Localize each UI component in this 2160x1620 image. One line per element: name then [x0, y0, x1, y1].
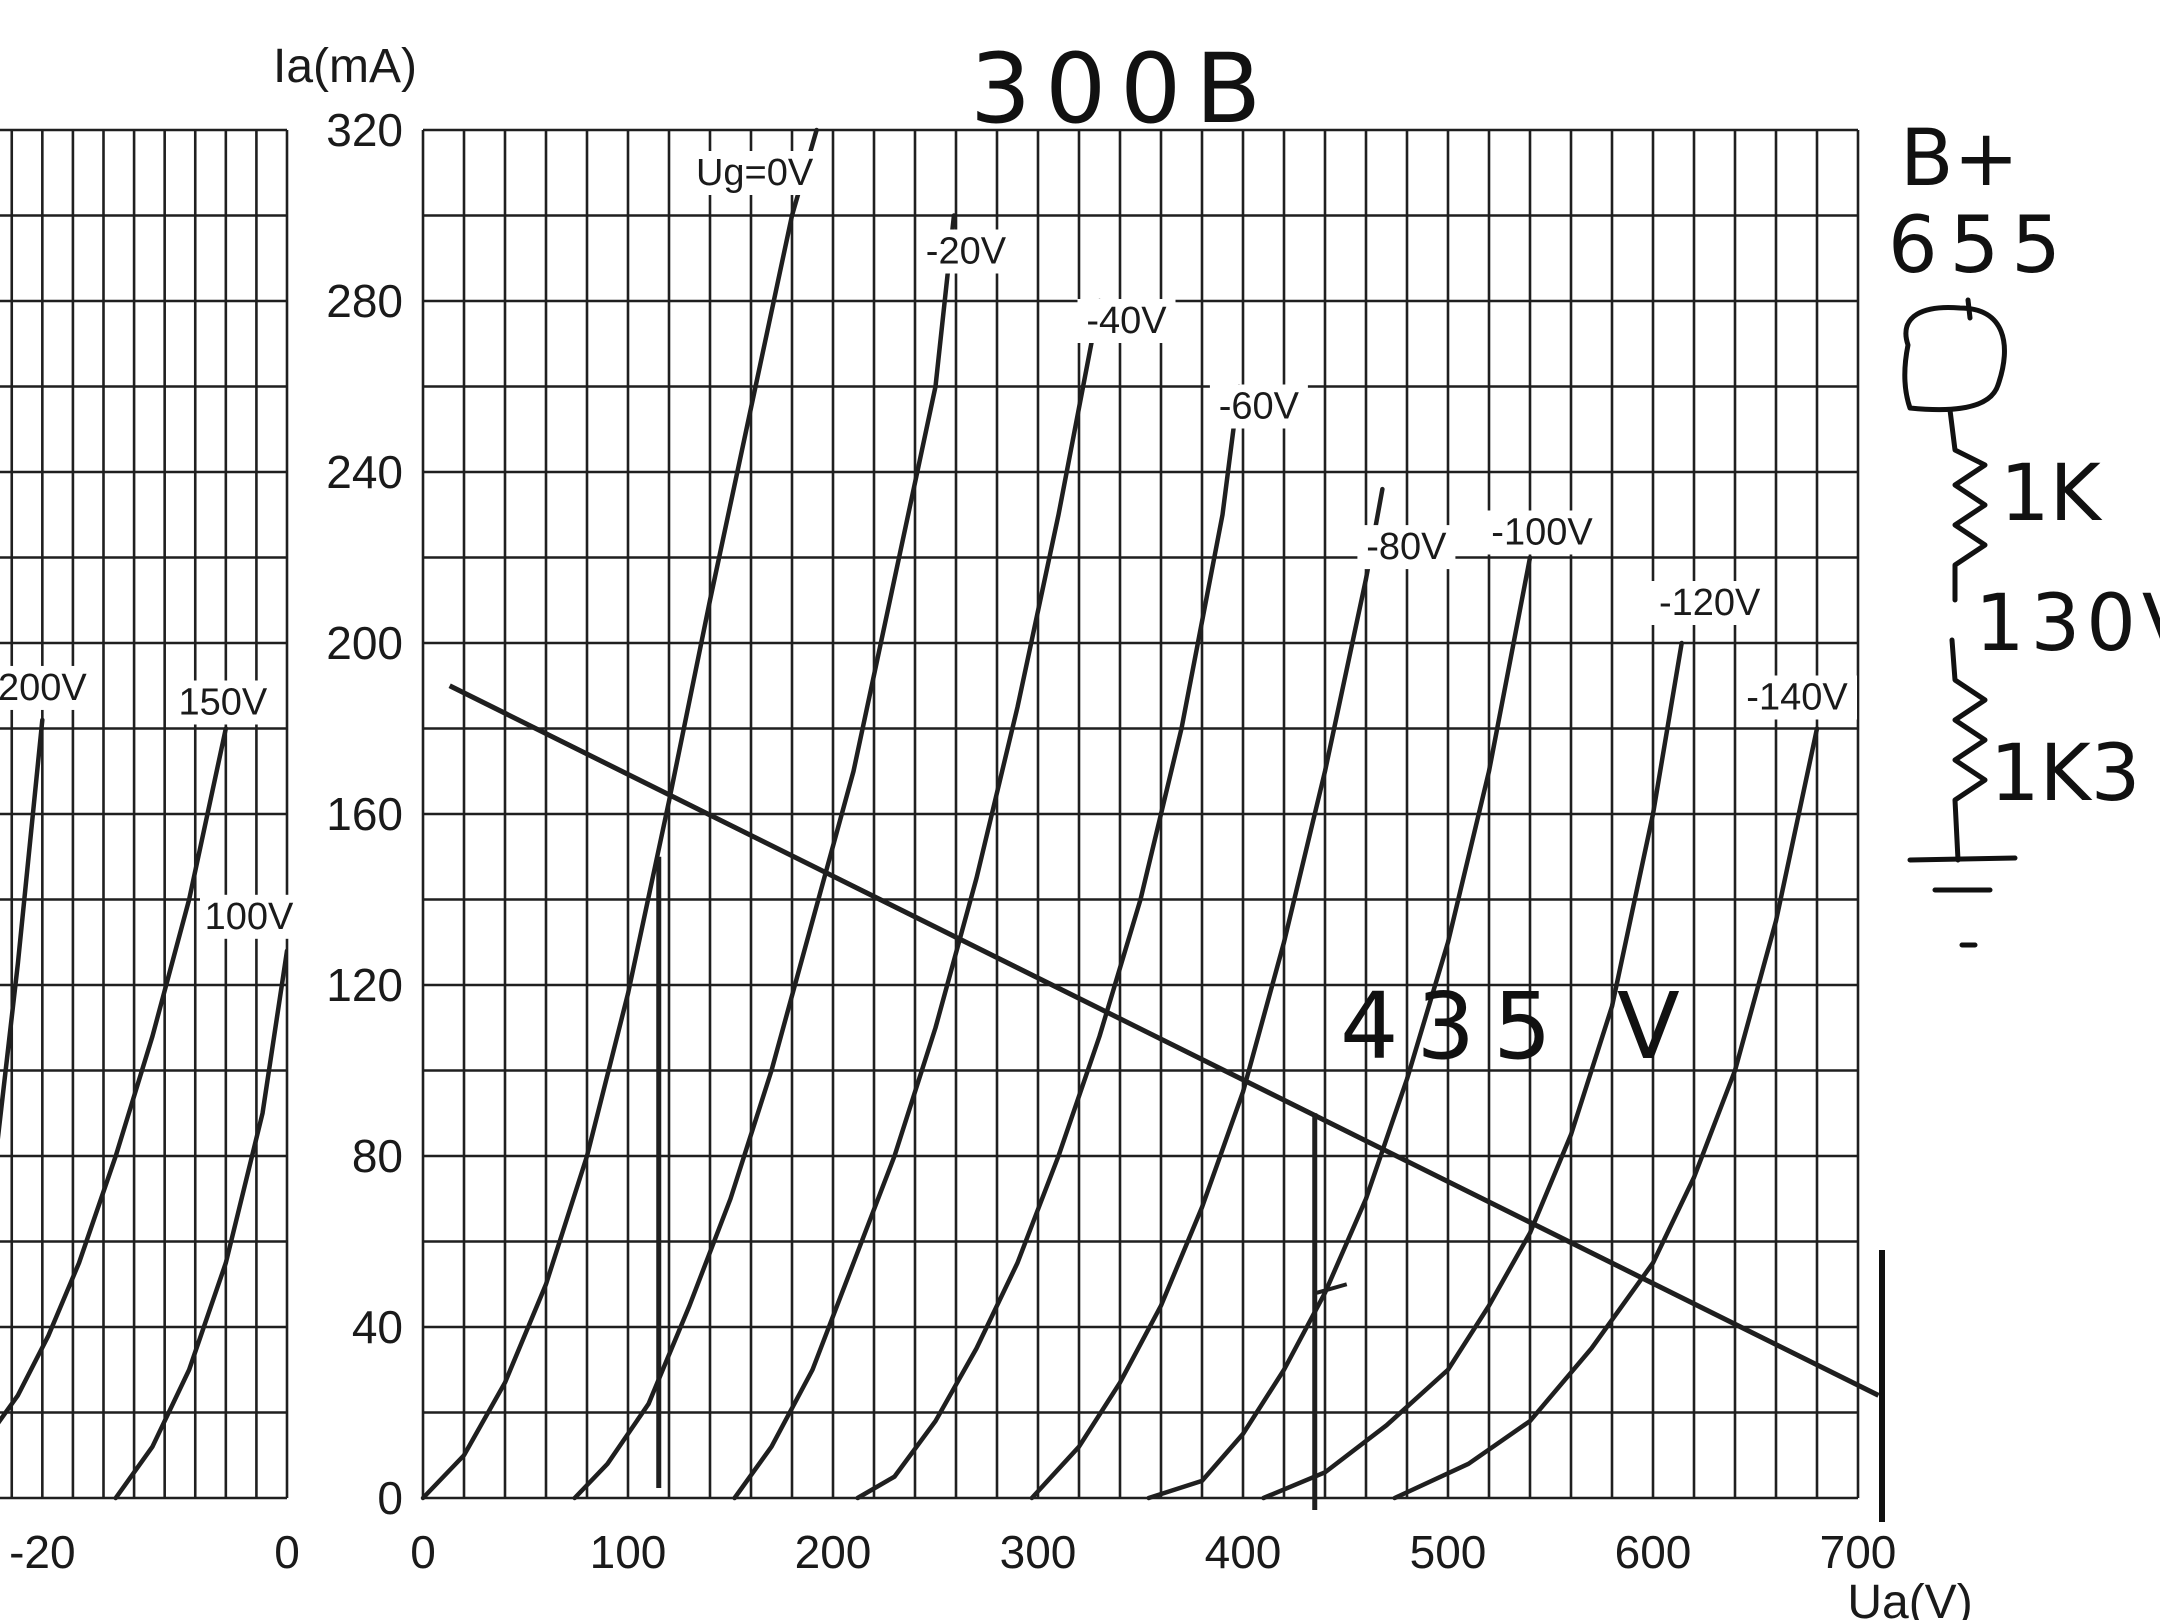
curve--20v	[572, 213, 957, 1501]
curve-label-background	[694, 151, 815, 195]
x-tick-label: -20	[9, 1526, 75, 1578]
main-panel: 0 100 200 300 400 500 600 700 0 40 80 120 160 200 240 2…	[326, 104, 1896, 1578]
curve-label-background	[1737, 675, 1857, 720]
main-panel-grid	[421, 128, 1860, 1500]
curve--140v	[1392, 726, 1820, 1501]
curve--40v	[732, 298, 1102, 1501]
main-panel-curves	[420, 127, 1820, 1501]
handwritten-resistor-1k: 1K	[2000, 449, 2103, 539]
y-tick-label: 200	[326, 617, 403, 669]
curve-150v	[0, 726, 229, 1425]
curve-label-background	[200, 894, 298, 939]
y-tick-label: 160	[326, 788, 403, 840]
y-tick-label: 320	[326, 104, 403, 156]
y-tick-label: 40	[352, 1301, 403, 1353]
left-panel: -2000V200V150V100V	[0, 128, 300, 1578]
curve-label-background	[916, 229, 1015, 274]
curve--80v	[1029, 486, 1385, 1501]
left-panel-grid	[0, 128, 289, 1500]
handwritten-resistor-1k3: 1K3	[1990, 729, 2140, 819]
load-line	[448, 683, 1880, 1398]
curve--100v	[1146, 555, 1533, 1501]
left-panel-x-tick-labels: -20 0	[9, 1526, 300, 1578]
curve--60v	[855, 384, 1242, 1501]
x-tick-label: 500	[1410, 1526, 1487, 1578]
x-tick-label: 100	[590, 1526, 667, 1578]
ground-symbol	[1907, 855, 2018, 948]
curve--120v	[1261, 640, 1684, 1501]
y-tick-label: 280	[326, 275, 403, 327]
resistor-1k3-symbol	[1949, 637, 1988, 863]
curve-label: 200V	[0, 667, 87, 709]
main-panel-y-tick-labels: 0 40 80 120 160 200 240 280 320	[326, 104, 403, 1524]
x-tick-label: 700	[1820, 1526, 1897, 1578]
x-axis-title: Ua(V)	[1847, 1576, 1972, 1620]
curve-label: -60V	[1219, 386, 1300, 428]
curve-label: -100V	[1491, 512, 1593, 554]
curve-label: -40V	[1086, 300, 1167, 342]
curve-label: -120V	[1659, 582, 1761, 624]
main-panel-curve-labels: Ug=0V -20V -40V -60V -80V -100V -120V -140V	[694, 151, 1857, 720]
circuit-sketch	[1902, 297, 2018, 948]
curve-label: 100V	[205, 896, 294, 938]
tube-symbol	[1902, 304, 2007, 413]
handwritten-b-plus: B+	[1900, 114, 2019, 204]
handwritten-b-plus-voltage: 655	[1888, 201, 2073, 291]
curve-label: Ug=0V	[696, 152, 814, 194]
x-tick-label: 200	[795, 1526, 872, 1578]
x-tick-label: 0	[410, 1526, 436, 1578]
x-tick-label: 400	[1205, 1526, 1282, 1578]
y-axis-title: Ia(mA)	[273, 40, 417, 93]
bias-marker-tick	[1316, 1282, 1348, 1295]
curve-ug-0v	[420, 127, 819, 1501]
x-tick-label: 300	[1000, 1526, 1077, 1578]
handwritten-tube-type: 300B	[970, 33, 1275, 145]
y-tick-label: 240	[326, 446, 403, 498]
x-tick-label: 600	[1615, 1526, 1692, 1578]
main-panel-x-tick-labels: 0 100 200 300 400 500 600 700	[410, 1526, 1896, 1578]
resistor-1k-symbol	[1947, 407, 1988, 603]
handwritten-operating-voltage: 435 V	[1340, 973, 1698, 1080]
curve-label: 150V	[178, 682, 267, 724]
handwritten-annotations: 300B 435 V B+ 655 1K 130V 1K3	[970, 33, 2160, 1080]
y-tick-label: 0	[377, 1472, 403, 1524]
curve-label-background	[1649, 581, 1770, 625]
y-tick-label: 120	[326, 959, 403, 1011]
left-panel-curve-labels: 0V200V150V100V	[0, 665, 298, 939]
curve-label: -140V	[1746, 677, 1848, 719]
tube-anode-lead	[1965, 297, 1973, 321]
curve-100v	[113, 948, 287, 1501]
curve-label: -20V	[926, 231, 1007, 273]
bias-markers	[656, 856, 1348, 1510]
left-panel-curves	[0, 717, 287, 1501]
handwritten-voltage-130v: 130V	[1975, 579, 2160, 669]
curve-label-background	[1077, 299, 1176, 343]
curve-200v	[0, 717, 45, 1140]
curve-label-background	[0, 665, 92, 710]
curve-label-background	[1357, 525, 1456, 570]
curve-label-background	[173, 680, 272, 725]
x-tick-label: 0	[274, 1526, 300, 1578]
y-tick-label: 80	[352, 1130, 403, 1182]
curve-label-background	[1209, 384, 1308, 429]
curve-label: -80V	[1366, 526, 1447, 568]
curve-label-background	[1482, 510, 1602, 555]
